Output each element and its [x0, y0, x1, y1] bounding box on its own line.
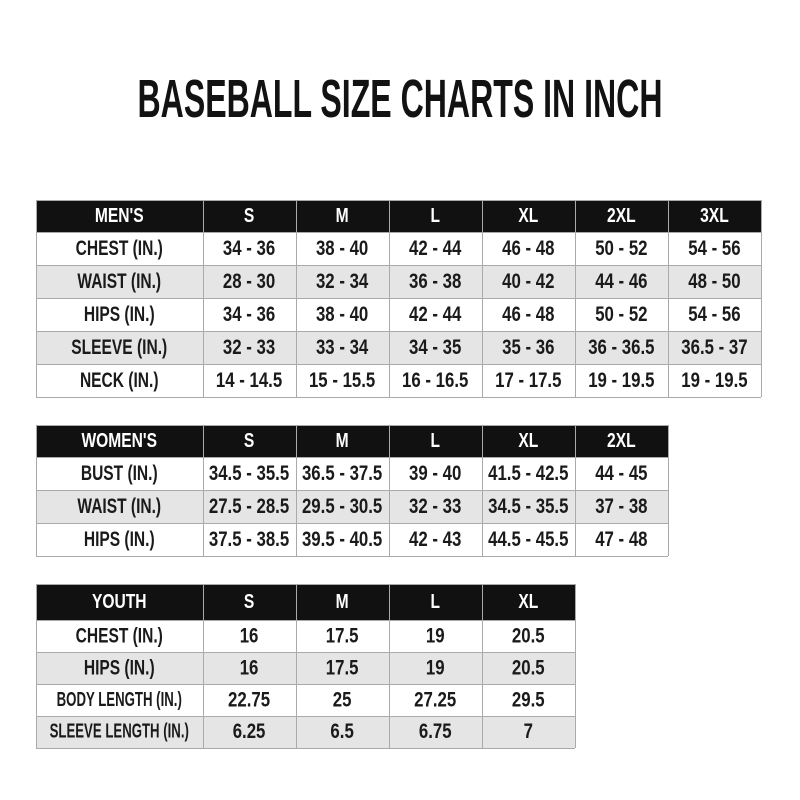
svg-text:28 - 30: 28 - 30 — [223, 270, 275, 293]
svg-text:33 - 34: 33 - 34 — [316, 336, 369, 359]
svg-text:50 - 52: 50 - 52 — [595, 237, 647, 260]
svg-text:42 - 43: 42 - 43 — [409, 528, 461, 551]
svg-text:20.5: 20.5 — [512, 656, 545, 679]
svg-text:32 - 33: 32 - 33 — [409, 495, 461, 518]
svg-text:54 - 56: 54 - 56 — [688, 303, 740, 326]
svg-text:34 - 35: 34 - 35 — [409, 336, 462, 359]
svg-text:16 - 16.5: 16 - 16.5 — [402, 369, 469, 392]
svg-text:SLEEVE (IN.): SLEEVE (IN.) — [71, 336, 167, 359]
svg-text:BODY LENGTH (IN.): BODY LENGTH (IN.) — [57, 689, 182, 711]
svg-text:19 - 19.5: 19 - 19.5 — [588, 369, 655, 392]
svg-text:17.5: 17.5 — [326, 624, 359, 647]
svg-text:S: S — [244, 591, 254, 613]
svg-text:L: L — [430, 591, 440, 613]
svg-text:19: 19 — [426, 624, 445, 647]
svg-text:17.5: 17.5 — [326, 656, 359, 679]
svg-text:6.75: 6.75 — [419, 720, 452, 743]
svg-text:7: 7 — [524, 720, 533, 743]
svg-text:HIPS (IN.): HIPS (IN.) — [84, 528, 155, 551]
svg-text:39 - 40: 39 - 40 — [409, 462, 461, 485]
svg-text:6.25: 6.25 — [233, 720, 266, 743]
svg-text:S: S — [244, 205, 254, 227]
svg-text:15 - 15.5: 15 - 15.5 — [309, 369, 376, 392]
svg-text:35 - 36: 35 - 36 — [502, 336, 554, 359]
svg-text:40 - 42: 40 - 42 — [502, 270, 554, 293]
svg-text:34 - 36: 34 - 36 — [223, 303, 275, 326]
svg-text:BASEBALL SIZE CHARTS IN INCH: BASEBALL SIZE CHARTS IN INCH — [138, 69, 663, 129]
svg-text:20.5: 20.5 — [512, 624, 545, 647]
svg-text:27.5 - 28.5: 27.5 - 28.5 — [209, 495, 290, 518]
svg-text:L: L — [430, 205, 440, 227]
svg-text:50 - 52: 50 - 52 — [595, 303, 647, 326]
svg-text:2XL: 2XL — [607, 205, 636, 227]
svg-text:44 - 45: 44 - 45 — [595, 462, 648, 485]
svg-text:37 - 38: 37 - 38 — [595, 495, 648, 518]
svg-text:29.5: 29.5 — [512, 688, 545, 711]
svg-text:19: 19 — [426, 656, 445, 679]
svg-text:16: 16 — [240, 656, 259, 679]
svg-text:WOMEN'S: WOMEN'S — [81, 430, 157, 452]
svg-text:39.5 - 40.5: 39.5 - 40.5 — [302, 528, 383, 551]
svg-text:16: 16 — [240, 624, 259, 647]
svg-text:YOUTH: YOUTH — [92, 591, 147, 613]
svg-text:41.5 - 42.5: 41.5 - 42.5 — [488, 462, 569, 485]
svg-text:S: S — [244, 430, 254, 452]
svg-text:36.5 - 37.5: 36.5 - 37.5 — [302, 462, 383, 485]
svg-text:42 - 44: 42 - 44 — [409, 303, 462, 326]
svg-text:25: 25 — [333, 688, 352, 711]
svg-text:47 - 48: 47 - 48 — [595, 528, 648, 551]
svg-text:34.5 - 35.5: 34.5 - 35.5 — [209, 462, 290, 485]
svg-text:38 - 40: 38 - 40 — [316, 303, 368, 326]
svg-text:14 - 14.5: 14 - 14.5 — [216, 369, 283, 392]
svg-text:46 - 48: 46 - 48 — [502, 237, 555, 260]
svg-text:22.75: 22.75 — [228, 688, 270, 711]
svg-text:HIPS (IN.): HIPS (IN.) — [84, 303, 155, 326]
svg-text:6.5: 6.5 — [330, 720, 354, 743]
svg-text:NECK (IN.): NECK (IN.) — [80, 369, 159, 392]
svg-text:19 - 19.5: 19 - 19.5 — [681, 369, 748, 392]
svg-text:48 - 50: 48 - 50 — [688, 270, 740, 293]
svg-text:44.5 - 45.5: 44.5 - 45.5 — [488, 528, 569, 551]
svg-text:29.5 - 30.5: 29.5 - 30.5 — [302, 495, 383, 518]
svg-text:WAIST (IN.): WAIST (IN.) — [77, 270, 161, 293]
svg-text:SLEEVE LENGTH (IN.): SLEEVE LENGTH (IN.) — [50, 721, 189, 743]
svg-text:36 - 36.5: 36 - 36.5 — [588, 336, 655, 359]
svg-text:M: M — [336, 430, 349, 452]
svg-text:34 - 36: 34 - 36 — [223, 237, 275, 260]
svg-text:27.25: 27.25 — [414, 688, 456, 711]
svg-text:MEN'S: MEN'S — [95, 205, 144, 227]
svg-text:M: M — [336, 591, 349, 613]
svg-text:L: L — [430, 430, 440, 452]
svg-text:HIPS (IN.): HIPS (IN.) — [84, 656, 155, 679]
svg-text:32 - 33: 32 - 33 — [223, 336, 275, 359]
svg-text:17 - 17.5: 17 - 17.5 — [495, 369, 562, 392]
svg-text:32 - 34: 32 - 34 — [316, 270, 369, 293]
svg-text:WAIST (IN.): WAIST (IN.) — [77, 495, 161, 518]
svg-text:3XL: 3XL — [700, 205, 729, 227]
svg-text:36 - 38: 36 - 38 — [409, 270, 462, 293]
svg-text:XL: XL — [518, 205, 538, 227]
svg-text:CHEST (IN.): CHEST (IN.) — [76, 237, 163, 260]
svg-text:36.5 - 37: 36.5 - 37 — [681, 336, 747, 359]
svg-text:BUST (IN.): BUST (IN.) — [81, 462, 158, 485]
svg-text:42 - 44: 42 - 44 — [409, 237, 462, 260]
svg-text:44 - 46: 44 - 46 — [595, 270, 647, 293]
svg-text:XL: XL — [518, 591, 538, 613]
svg-text:38 - 40: 38 - 40 — [316, 237, 368, 260]
svg-text:2XL: 2XL — [607, 430, 636, 452]
svg-text:M: M — [336, 205, 349, 227]
svg-text:34.5 - 35.5: 34.5 - 35.5 — [488, 495, 569, 518]
svg-text:54 - 56: 54 - 56 — [688, 237, 740, 260]
svg-text:XL: XL — [518, 430, 538, 452]
svg-text:46 - 48: 46 - 48 — [502, 303, 555, 326]
svg-text:37.5 - 38.5: 37.5 - 38.5 — [209, 528, 290, 551]
svg-text:CHEST (IN.): CHEST (IN.) — [76, 624, 163, 647]
